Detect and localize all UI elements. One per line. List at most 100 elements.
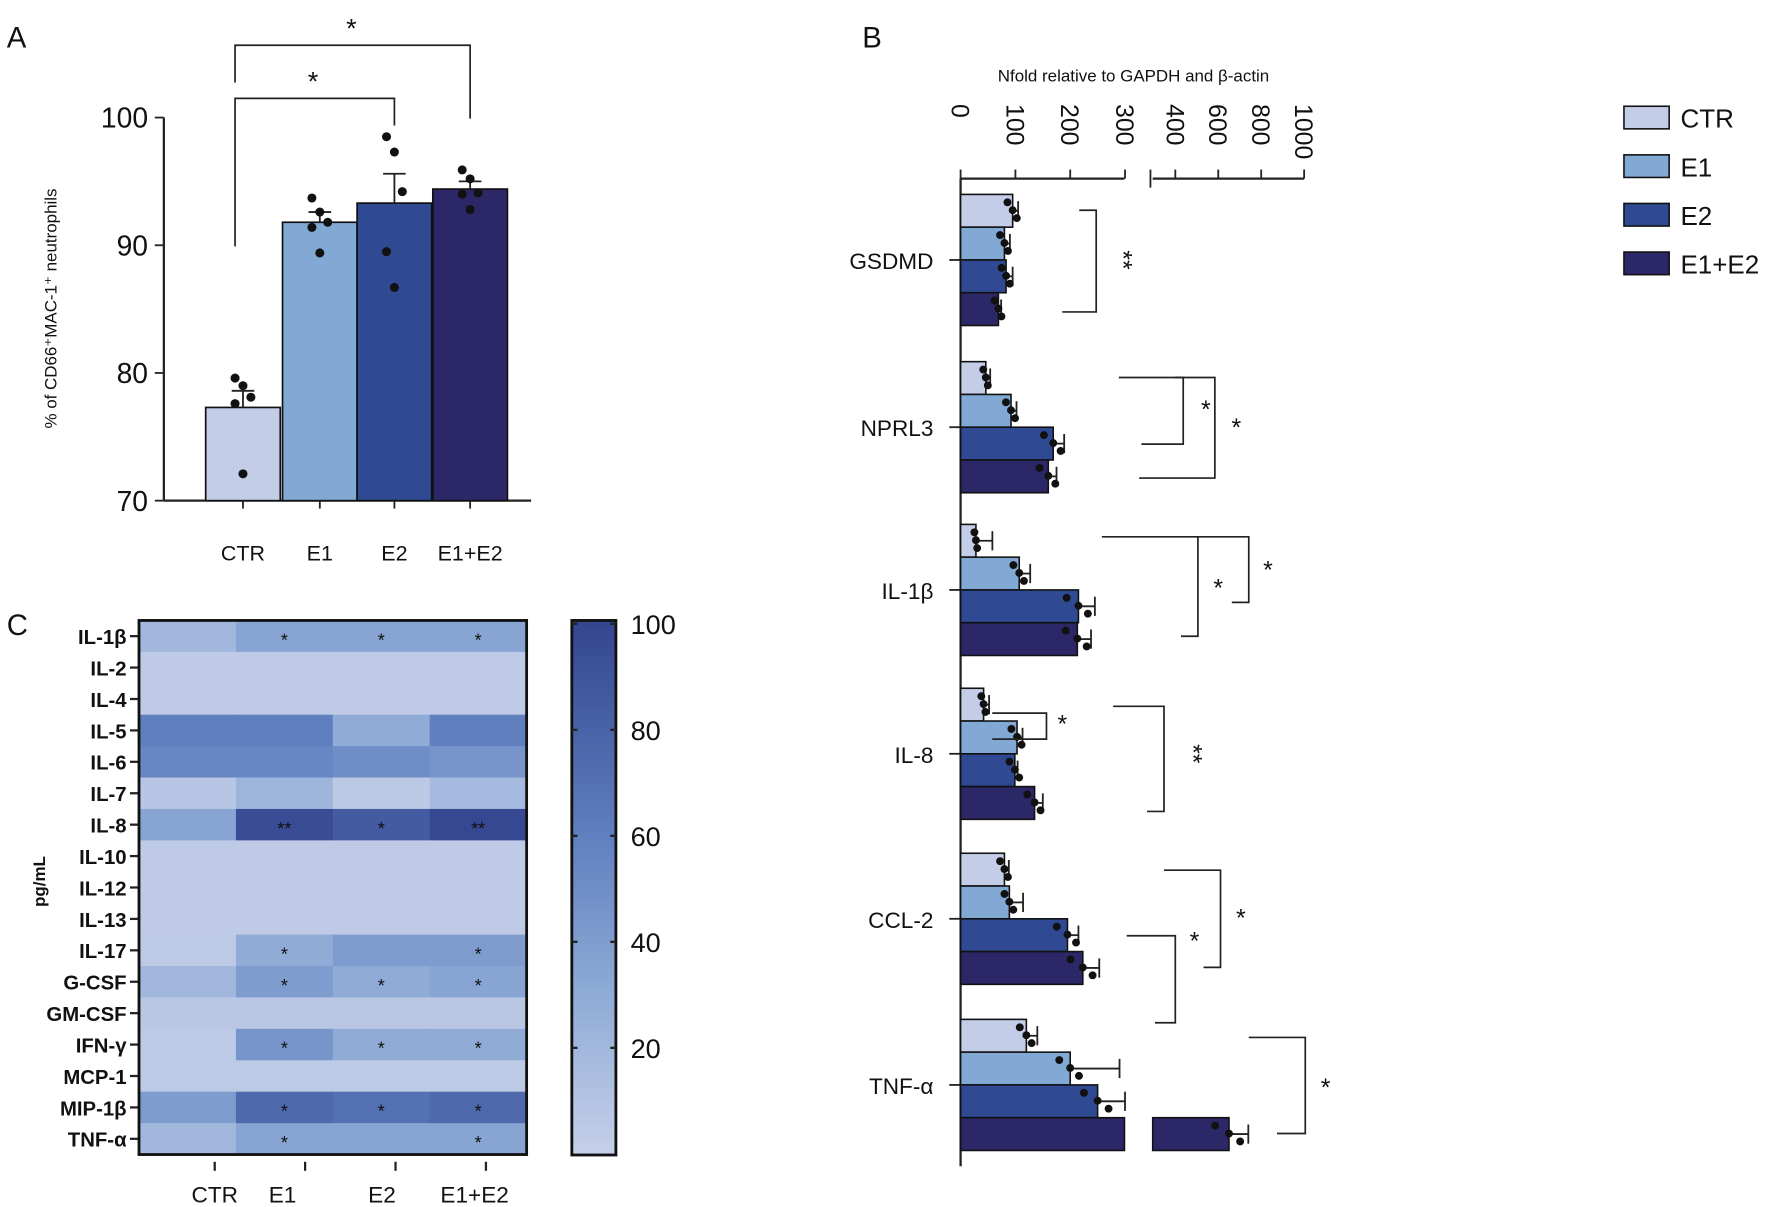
data-point bbox=[457, 165, 467, 175]
heatmap-cell bbox=[332, 1123, 431, 1156]
data-point bbox=[1007, 724, 1016, 733]
heatmap-cell bbox=[235, 1060, 334, 1093]
row-label: IL-2 bbox=[90, 658, 126, 680]
data-point bbox=[389, 147, 399, 157]
x-tick-label: 800 bbox=[1246, 104, 1274, 145]
x-tick-label: 100 bbox=[1000, 104, 1028, 145]
colorbar-tick-label: 20 bbox=[631, 1033, 661, 1064]
heatmap-star: * bbox=[378, 976, 385, 996]
heatmap-cell bbox=[429, 651, 528, 684]
significance-star: * bbox=[308, 65, 319, 96]
data-point bbox=[996, 857, 1005, 866]
row-label: IL-10 bbox=[79, 847, 126, 869]
heatmap-cell bbox=[429, 1091, 528, 1124]
y-tick-label: 70 bbox=[117, 485, 148, 517]
column-label: E1 bbox=[269, 1182, 297, 1207]
bar-E1 bbox=[959, 720, 1018, 755]
data-point bbox=[971, 536, 980, 545]
colorbar-tick-label: 100 bbox=[631, 609, 676, 640]
significance-bracket bbox=[1062, 209, 1098, 313]
legend-swatch-E2 bbox=[1623, 202, 1670, 227]
row-label: MIP-1β bbox=[60, 1098, 127, 1120]
bar-E1+E2 bbox=[959, 785, 1036, 821]
legend-swatch-E1 bbox=[1623, 154, 1670, 179]
row-label: TNF-α bbox=[68, 1130, 127, 1152]
heatmap-cell bbox=[429, 683, 528, 716]
data-point bbox=[1015, 773, 1024, 782]
heatmap-cell bbox=[332, 651, 431, 684]
data-point bbox=[465, 204, 475, 215]
data-point bbox=[1075, 1071, 1083, 1080]
heatmap-cell bbox=[139, 777, 237, 810]
heatmap-cell bbox=[139, 1060, 237, 1093]
colorbar bbox=[570, 619, 618, 1157]
heatmap-cell bbox=[429, 966, 528, 999]
heatmap-cell bbox=[429, 997, 528, 1030]
data-point bbox=[990, 296, 999, 305]
significance-star: * bbox=[346, 12, 357, 43]
bar-E1+E2 bbox=[431, 188, 509, 502]
heatmap-cell bbox=[235, 1091, 334, 1124]
heatmap-cell bbox=[429, 746, 528, 779]
heatmap-cell bbox=[429, 1060, 528, 1093]
heatmap-cell bbox=[139, 1028, 237, 1061]
data-point bbox=[389, 282, 399, 292]
significance-bracket bbox=[1126, 934, 1177, 1024]
category-label: IL-8 bbox=[895, 743, 934, 768]
x-tick-label: 0 bbox=[946, 104, 974, 118]
bar-E2 bbox=[959, 1084, 1099, 1119]
data-point bbox=[1022, 1031, 1031, 1040]
significance-bracket bbox=[1101, 535, 1199, 638]
heatmap-star: * bbox=[475, 976, 482, 996]
heatmap-cell bbox=[429, 808, 528, 841]
data-point bbox=[1009, 905, 1018, 914]
legend-label: E1 bbox=[1680, 152, 1712, 182]
data-point bbox=[1000, 239, 1009, 247]
heatmap-star: * bbox=[281, 1039, 288, 1059]
data-point bbox=[1211, 1121, 1219, 1130]
data-point bbox=[1007, 406, 1015, 415]
data-point bbox=[1082, 642, 1091, 651]
significance-star: * bbox=[1263, 557, 1273, 585]
data-point bbox=[473, 188, 483, 198]
chart-title: Nfold relative to GAPDH and β-actin bbox=[998, 66, 1269, 85]
data-point bbox=[981, 373, 990, 382]
data-point bbox=[1049, 439, 1058, 447]
column-label: E2 bbox=[368, 1182, 396, 1207]
data-point bbox=[1012, 214, 1021, 223]
bar-E2 bbox=[959, 753, 1016, 788]
data-point bbox=[1066, 955, 1075, 964]
row-label: GM-CSF bbox=[46, 1004, 126, 1026]
data-point bbox=[1030, 798, 1039, 807]
heatmap-cell bbox=[139, 808, 237, 841]
bar-E1 bbox=[281, 221, 358, 502]
significance-bracket bbox=[1164, 869, 1222, 969]
y-tick-label: 90 bbox=[117, 229, 148, 261]
heatmap-cell bbox=[332, 777, 431, 810]
bar-E1 bbox=[959, 885, 1011, 920]
data-point bbox=[1023, 790, 1032, 799]
data-point bbox=[381, 132, 392, 142]
row-label: IL-12 bbox=[79, 878, 126, 900]
heatmap-cell bbox=[139, 997, 237, 1030]
data-point bbox=[1036, 806, 1045, 815]
significance-bracket bbox=[1118, 376, 1185, 446]
row-label: IL-7 bbox=[90, 784, 126, 806]
heatmap-star: * bbox=[281, 630, 288, 650]
data-point bbox=[1061, 626, 1070, 635]
bar-E1+E2 bbox=[959, 621, 1079, 657]
heatmap-cell bbox=[332, 808, 431, 841]
column-label: E1+E2 bbox=[440, 1182, 508, 1207]
heatmap-cell bbox=[235, 714, 334, 747]
data-point bbox=[1009, 561, 1018, 570]
significance-star: ** bbox=[1178, 744, 1206, 764]
row-label: IFN-γ bbox=[76, 1035, 128, 1057]
heatmap-star: * bbox=[378, 1039, 385, 1059]
heatmap-cell bbox=[429, 1028, 528, 1061]
heatmap-cell bbox=[332, 1091, 431, 1124]
significance-star: * bbox=[1190, 927, 1200, 955]
heatmap-cell bbox=[429, 871, 528, 904]
bar-CTR bbox=[959, 1018, 1028, 1053]
heatmap-cell bbox=[139, 871, 237, 904]
